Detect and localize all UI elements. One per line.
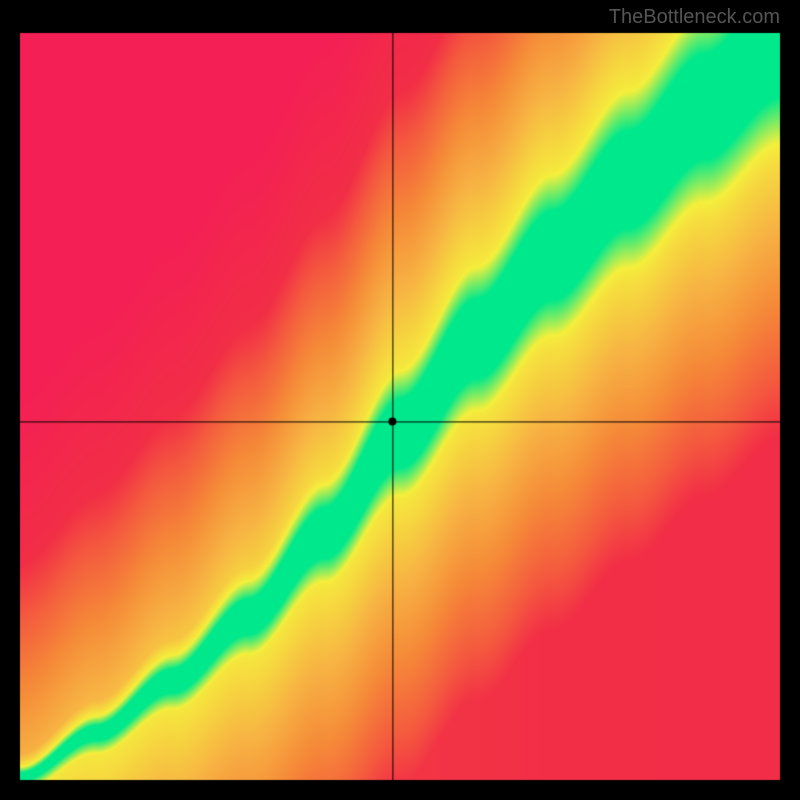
- attribution-text: TheBottleneck.com: [609, 6, 780, 29]
- bottleneck-heatmap: [0, 0, 800, 800]
